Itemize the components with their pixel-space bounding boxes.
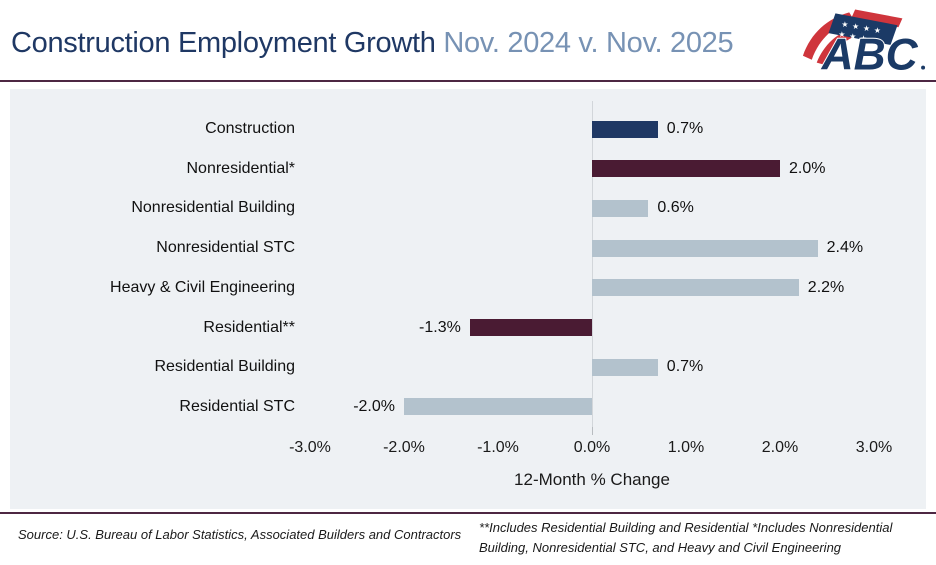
svg-text:★: ★ [849, 32, 856, 41]
bar [592, 358, 658, 376]
title-period: Nov. 2024 v. Nov. 2025 [443, 27, 734, 59]
flag-stripe-icon [851, 9, 903, 28]
value-label: 0.7% [666, 358, 704, 376]
x-axis-tick-label: -2.0% [383, 439, 425, 456]
x-axis-title: 12-Month % Change [514, 470, 670, 489]
bar [592, 160, 780, 178]
category-label: Residential Building [154, 358, 295, 376]
bar [469, 319, 592, 336]
logo-text: ABC [821, 31, 919, 76]
category-label: Residential STC [179, 397, 295, 415]
value-label: -2.0% [353, 397, 395, 415]
footer: Source: U.S. Bureau of Labor Statistics,… [0, 514, 936, 557]
value-label: 0.7% [666, 120, 704, 137]
header-divider [0, 80, 936, 82]
flag-stars-icon: ★ ★ ★ ★ ★ ★ ★ [838, 20, 881, 43]
header: Construction Employment Growth Nov. 2024… [0, 0, 936, 80]
zero-axis-line [592, 101, 593, 427]
bar [592, 279, 799, 297]
svg-text:★: ★ [841, 20, 848, 29]
abc-logo: ★ ★ ★ ★ ★ ★ ★ ABC [802, 9, 926, 76]
svg-text:★: ★ [860, 34, 867, 43]
category-label: Residential** [203, 318, 295, 336]
x-axis-tick-label: 1.0% [667, 439, 705, 456]
x-axis-tick-label: 0.0% [573, 439, 611, 456]
x-axis-tick-label: -3.0% [289, 439, 331, 456]
svg-text:★: ★ [874, 26, 881, 35]
bar [592, 199, 649, 217]
x-axis-tick-label: -1.0% [477, 439, 519, 456]
source-text: Source: U.S. Bureau of Labor Statistics,… [18, 527, 462, 542]
svg-text:★: ★ [863, 24, 870, 33]
bar [404, 398, 592, 416]
category-label: Construction [205, 120, 295, 137]
category-label: Nonresidential* [186, 159, 295, 177]
bar [592, 120, 658, 138]
x-axis-tick-label: 3.0% [855, 439, 893, 456]
value-label: -1.3% [419, 318, 461, 336]
title-main: Construction Employment Growth [11, 27, 436, 59]
footer-divider [0, 512, 936, 514]
svg-text:★: ★ [852, 22, 859, 31]
value-label: 2.2% [807, 278, 845, 296]
value-label: 2.4% [826, 239, 864, 257]
x-axis-tick-label: 2.0% [761, 439, 799, 456]
flag-canton-icon [828, 13, 898, 45]
value-label: 0.6% [657, 199, 694, 217]
category-label: Heavy & Civil Engineering [110, 278, 295, 296]
category-label: Nonresidential STC [156, 239, 295, 257]
page-title: Construction Employment Growth Nov. 2024… [11, 26, 734, 60]
footnote-text: **Includes Residential Building and Resi… [479, 520, 893, 555]
logo-registered-dot [921, 65, 926, 70]
zero-axis-tick [592, 427, 593, 435]
category-label: Nonresidential Building [131, 199, 295, 217]
bar [592, 239, 818, 257]
value-label: 2.0% [789, 159, 826, 177]
svg-text:★: ★ [838, 30, 845, 39]
chart-panel: 12-Month % Change Construction 0.7% Nonres… [10, 89, 926, 509]
